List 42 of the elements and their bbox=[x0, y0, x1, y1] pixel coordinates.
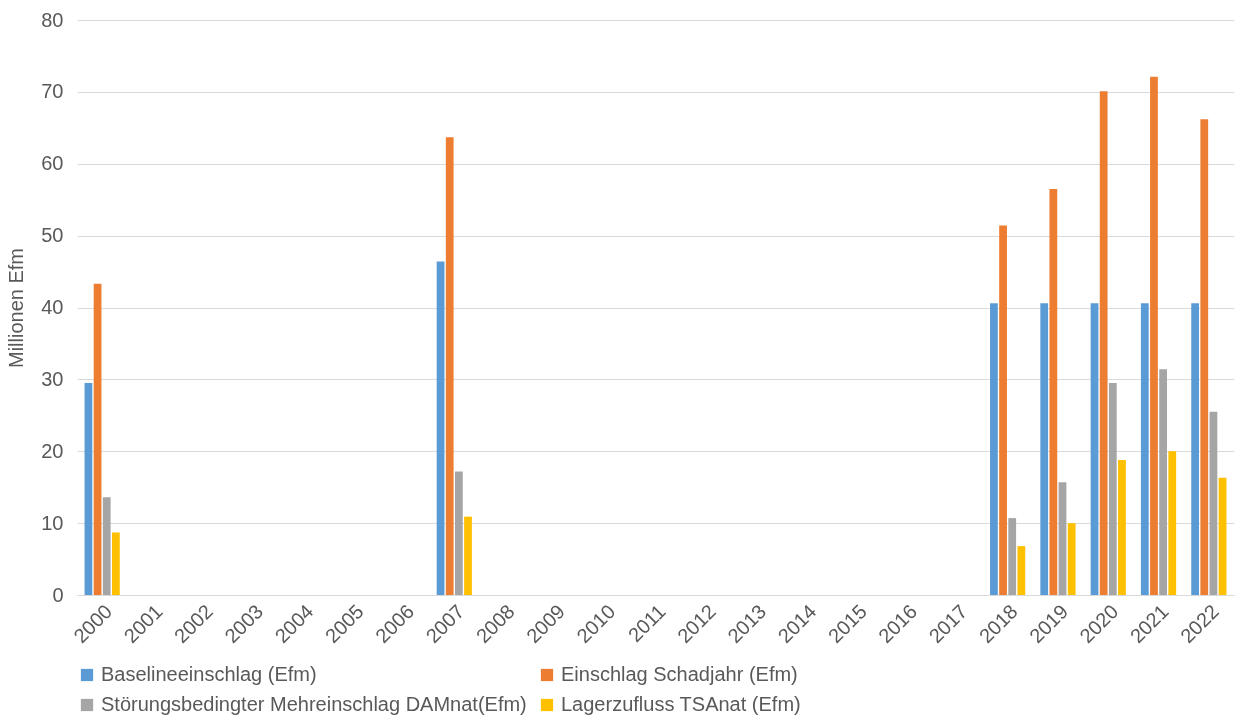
bar bbox=[1067, 523, 1076, 595]
y-tick-label: 70 bbox=[41, 80, 64, 103]
bar bbox=[1200, 119, 1209, 595]
bar bbox=[84, 382, 93, 595]
y-tick-label: 60 bbox=[41, 152, 64, 175]
y-tick-label: 0 bbox=[52, 583, 64, 606]
bar bbox=[1118, 459, 1126, 595]
y-tick-label: 40 bbox=[41, 296, 64, 318]
bar bbox=[445, 137, 454, 595]
bar bbox=[1218, 477, 1227, 595]
bar bbox=[1049, 188, 1058, 595]
bar bbox=[1040, 303, 1049, 595]
bar bbox=[1140, 303, 1149, 595]
legend-label: Störungsbedingter Mehreinschlag DAMnat(Efm) bbox=[101, 693, 527, 715]
bar bbox=[436, 261, 445, 595]
legend-label: Lagerzufluss TSAnat (Efm) bbox=[561, 693, 801, 715]
legend-label: Einschlag Schadjahr (Efm) bbox=[561, 663, 798, 685]
bar bbox=[1108, 382, 1117, 595]
bar bbox=[1099, 91, 1108, 595]
legend-label: Baselineeinschlag (Efm) bbox=[101, 663, 317, 685]
bar bbox=[1159, 369, 1167, 595]
bar bbox=[1058, 482, 1067, 595]
bar bbox=[464, 516, 472, 595]
y-tick-label: 80 bbox=[41, 8, 64, 31]
bar bbox=[1017, 546, 1026, 595]
y-tick-label: 30 bbox=[41, 367, 64, 390]
bar bbox=[990, 303, 998, 595]
bar bbox=[1209, 411, 1218, 595]
y-tick-label: 20 bbox=[41, 439, 64, 462]
bar bbox=[93, 283, 102, 595]
bar bbox=[102, 497, 111, 595]
bar bbox=[111, 532, 120, 595]
bar bbox=[454, 471, 463, 595]
bar bbox=[1150, 76, 1158, 595]
y-axis-title: Millionen Efm bbox=[5, 247, 28, 369]
bar bbox=[1008, 518, 1017, 595]
y-tick-label: 50 bbox=[41, 224, 64, 247]
bar bbox=[1191, 303, 1200, 595]
bar bbox=[999, 225, 1007, 595]
bar bbox=[1090, 303, 1099, 595]
bar bbox=[1168, 451, 1177, 595]
y-tick-label: 10 bbox=[41, 511, 64, 534]
